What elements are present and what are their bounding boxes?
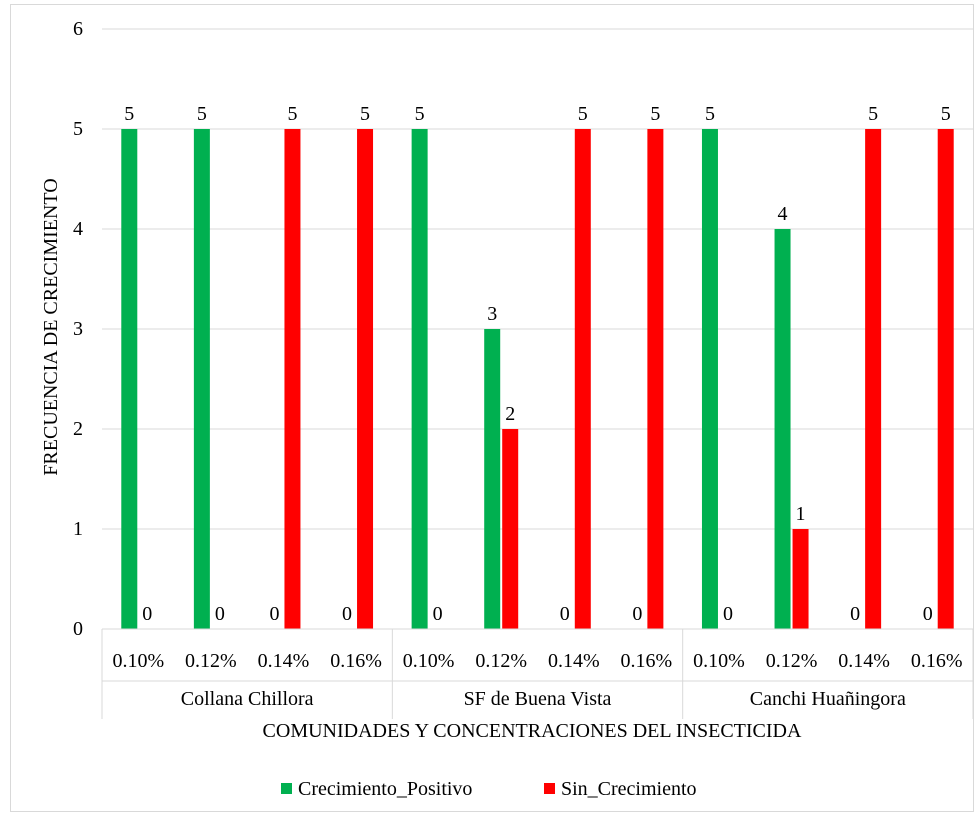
bar-sin-crecimiento xyxy=(284,129,301,629)
x-tick-label: 0.14% xyxy=(838,650,890,672)
gridlines xyxy=(102,28,973,530)
bar-crecimiento-positivo xyxy=(193,129,210,629)
data-label: 5 xyxy=(415,103,425,125)
bar-crecimiento-positivo xyxy=(774,229,791,629)
y-axis-ticks: 0 1 2 3 4 5 6 xyxy=(73,18,83,640)
bar-sin-crecimiento xyxy=(865,129,882,629)
y-tick-label: 2 xyxy=(73,418,83,440)
legend-label-crecimiento-positivo: Crecimiento_Positivo xyxy=(298,778,472,800)
y-tick-label: 4 xyxy=(73,218,83,240)
y-tick-label: 1 xyxy=(73,518,83,540)
x-tick-label: 0.16% xyxy=(330,650,382,672)
bar-crecimiento-positivo xyxy=(484,329,501,629)
data-label: 0 xyxy=(560,603,570,625)
y-tick-label: 6 xyxy=(73,18,83,40)
data-label: 0 xyxy=(215,603,225,625)
data-label: 5 xyxy=(578,103,588,125)
data-label: 4 xyxy=(778,203,788,225)
bar-crecimiento-positivo xyxy=(701,129,718,629)
x-tick-label: 0.10% xyxy=(403,650,455,672)
data-label: 5 xyxy=(287,103,297,125)
x-tick-label: 0.10% xyxy=(693,650,745,672)
x-tick-label: 0.14% xyxy=(258,650,310,672)
y-axis-title: FRECUENCIA DE CRECIMIENTO xyxy=(40,178,62,475)
data-label: 0 xyxy=(632,603,642,625)
bar-crecimiento-positivo xyxy=(411,129,428,629)
bars xyxy=(121,129,954,629)
data-label: 0 xyxy=(723,603,733,625)
data-label: 5 xyxy=(197,103,207,125)
y-tick-label: 3 xyxy=(73,318,83,340)
legend-swatch-sin-crecimiento xyxy=(544,783,555,794)
bar-sin-crecimiento xyxy=(937,129,954,629)
data-label: 0 xyxy=(433,603,443,625)
x-tick-label: 0.12% xyxy=(766,650,818,672)
data-label: 5 xyxy=(650,103,660,125)
x-tick-label: 0.16% xyxy=(621,650,673,672)
x-tick-label: 0.10% xyxy=(112,650,164,672)
legend-swatch-crecimiento-positivo xyxy=(281,783,292,794)
group-label: Collana Chillora xyxy=(181,688,314,710)
data-label: 0 xyxy=(342,603,352,625)
data-label: 5 xyxy=(124,103,134,125)
data-label: 0 xyxy=(142,603,152,625)
group-label: SF de Buena Vista xyxy=(464,688,612,710)
bar-sin-crecimiento xyxy=(792,529,809,629)
bar-sin-crecimiento xyxy=(574,129,591,629)
legend-label-sin-crecimiento: Sin_Crecimiento xyxy=(561,778,697,800)
data-label: 5 xyxy=(705,103,715,125)
data-label: 0 xyxy=(850,603,860,625)
data-label: 0 xyxy=(923,603,933,625)
data-label: 5 xyxy=(868,103,878,125)
data-label: 5 xyxy=(360,103,370,125)
bar-sin-crecimiento xyxy=(647,129,664,629)
data-label: 0 xyxy=(269,603,279,625)
x-tick-label: 0.12% xyxy=(185,650,237,672)
bar-sin-crecimiento xyxy=(502,429,519,629)
y-tick-label: 5 xyxy=(73,118,83,140)
x-tick-label: 0.12% xyxy=(475,650,527,672)
x-tick-label: 0.14% xyxy=(548,650,600,672)
data-label: 5 xyxy=(941,103,951,125)
data-label: 3 xyxy=(487,303,497,325)
data-label: 2 xyxy=(505,403,515,425)
x-axis: 0.10% 0.12% 0.14% 0.16% 0.10% 0.12% 0.14% 0.16%… xyxy=(101,628,974,719)
x-axis-title: COMUNIDADES Y CONCENTRACIONES DEL INSECT… xyxy=(263,720,802,742)
x-tick-label: 0.16% xyxy=(911,650,963,672)
data-label: 1 xyxy=(796,503,806,525)
bar-sin-crecimiento xyxy=(357,129,374,629)
y-tick-label: 0 xyxy=(73,618,83,640)
legend: Crecimiento_Positivo Sin_Crecimiento xyxy=(281,778,697,800)
group-label: Canchi Huañingora xyxy=(750,688,906,710)
bar-crecimiento-positivo xyxy=(121,129,138,629)
